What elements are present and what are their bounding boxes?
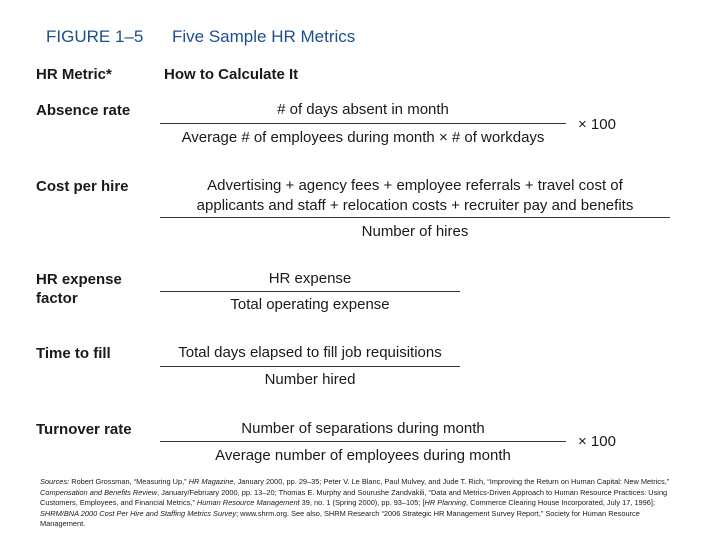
formula-denominator: Total operating expense bbox=[230, 296, 390, 313]
figure-title: Five Sample HR Metrics bbox=[172, 27, 356, 46]
formula-numerator: # of days absent in month bbox=[277, 101, 449, 118]
source-text: ; www.shrm.org. See also, SHRM Research … bbox=[40, 508, 640, 529]
formula-denominator: Number of hires bbox=[361, 223, 469, 240]
column-header-metric: HR Metric* bbox=[36, 66, 112, 83]
formula-numerator: Number of separations during month bbox=[241, 420, 485, 437]
formula-numerator-line-1: Advertising + agency fees + employee ref… bbox=[207, 177, 623, 194]
source-title: HR Planning bbox=[424, 498, 467, 507]
formula-numerator: HR expense bbox=[268, 270, 352, 287]
metric-name-line-2: factor bbox=[36, 290, 78, 307]
column-header-calculation: How to Calculate It bbox=[164, 66, 299, 83]
source-text: , Commerce Clearing House Incorporated, … bbox=[466, 498, 655, 507]
fraction-bar bbox=[160, 441, 566, 442]
fraction-bar bbox=[160, 366, 460, 367]
fraction-bar bbox=[160, 123, 566, 124]
formula-denominator: Average number of employees during month bbox=[215, 447, 511, 464]
sources-footnote: Sources: Robert Grossman, “Measuring Up,… bbox=[40, 477, 680, 530]
metric-name: Turnover rate bbox=[36, 421, 132, 438]
formula-denominator: Number hired bbox=[264, 371, 356, 388]
source-text: , January/February 2000, pp. 13–20; Thom… bbox=[40, 487, 668, 508]
source-text: , January 2000, pp. 29–35; Peter V. Le B… bbox=[233, 477, 670, 486]
formula-denominator: Average # of employees during month × # … bbox=[181, 129, 545, 146]
formula-multiplier: × 100 bbox=[578, 433, 616, 450]
formula-numerator: Total days elapsed to fill job requisiti… bbox=[178, 344, 442, 361]
fraction-bar bbox=[160, 291, 460, 292]
metric-name: Absence rate bbox=[36, 102, 131, 119]
source-text: Robert Grossman, “Measuring Up,” bbox=[69, 477, 189, 486]
sources-label: Sources: bbox=[40, 477, 70, 486]
source-title: Compensation and Benefits Review bbox=[40, 487, 158, 497]
formula-multiplier: × 100 bbox=[578, 116, 616, 133]
source-title: SHRM/BNA 2000 Cost Per Hire and Staffing… bbox=[40, 508, 237, 518]
figure-label: FIGURE 1–5 bbox=[46, 27, 144, 46]
fraction-bar bbox=[160, 217, 670, 218]
source-title: HR Magazine bbox=[188, 477, 234, 486]
metric-name: Cost per hire bbox=[36, 178, 129, 195]
source-title: Human Resource Management bbox=[196, 498, 300, 507]
source-text: 39, no. 1 (Spring 2000), pp. 93–105; [ bbox=[299, 498, 425, 507]
metric-name-line-1: HR expense bbox=[36, 271, 122, 288]
formula-numerator-line-2: applicants and staff + relocation costs … bbox=[196, 197, 634, 214]
metric-name: Time to fill bbox=[36, 345, 111, 362]
